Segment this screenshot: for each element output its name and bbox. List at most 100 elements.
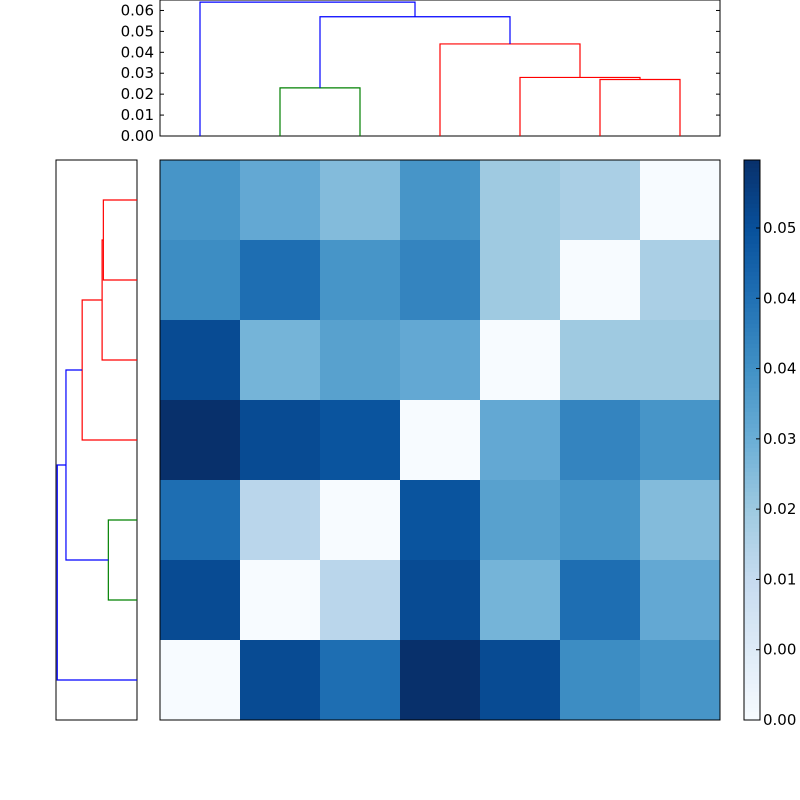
heatmap-cell-r1-c6 (640, 240, 721, 321)
colorbar-segment-48 (744, 352, 760, 357)
colorbar-segment-127 (744, 668, 760, 673)
colorbar-segment-102 (744, 568, 760, 573)
colorbar-segment-124 (744, 656, 760, 661)
colorbar-segment-122 (744, 648, 760, 653)
colorbar-segment-136 (744, 704, 760, 709)
colorbar-segment-44 (744, 336, 760, 341)
colorbar-segment-70 (744, 440, 760, 445)
colorbar-segment-133 (744, 692, 760, 697)
colorbar-segment-36 (744, 304, 760, 309)
colorbar-segment-34 (744, 296, 760, 301)
colorbar-segment-20 (744, 240, 760, 245)
colorbar-segment-121 (744, 644, 760, 649)
colorbar-segment-59 (744, 396, 760, 401)
colorbar-segment-58 (744, 392, 760, 397)
colorbar-segment-22 (744, 248, 760, 253)
colorbar-segment-65 (744, 420, 760, 425)
colorbar-segment-61 (744, 404, 760, 409)
colorbar-segment-114 (744, 616, 760, 621)
heatmap-cell-r1-c0 (160, 240, 241, 321)
colorbar-segment-27 (744, 268, 760, 273)
heatmap-cell-r6-c2 (320, 640, 401, 721)
colorbar-segment-24 (744, 256, 760, 261)
heatmap-cell-r2-c3 (400, 320, 481, 401)
colorbar-segment-41 (744, 324, 760, 329)
colorbar-segment-73 (744, 452, 760, 457)
colorbar-segment-82 (744, 488, 760, 493)
colorbar-segment-64 (744, 416, 760, 421)
colorbar-tick-label-5: 0.04 (763, 360, 796, 378)
colorbar-segment-42 (744, 328, 760, 333)
colorbar-segment-106 (744, 584, 760, 589)
colorbar-segment-15 (744, 220, 760, 225)
colorbar-segment-131 (744, 684, 760, 689)
left-dendrogram-link-3 (81, 299, 137, 441)
top-dendrogram-link-3 (439, 43, 581, 136)
left-dendrogram (55, 159, 138, 721)
top-dendrogram-link-4 (319, 16, 511, 88)
top-ytick-label-5: 0.05 (121, 22, 154, 40)
colorbar-segment-63 (744, 412, 760, 417)
colorbar-segment-17 (744, 228, 760, 233)
colorbar-segment-101 (744, 564, 760, 569)
colorbar-tick-label-2: 0.01 (763, 570, 796, 588)
colorbar-segment-4 (744, 176, 760, 181)
colorbar-segment-50 (744, 360, 760, 365)
heatmap-cell-r3-c6 (640, 400, 721, 481)
heatmap-cell-r0-c6 (640, 160, 721, 241)
colorbar-tick-label-3: 0.02 (763, 500, 796, 518)
colorbar-segment-62 (744, 408, 760, 413)
colorbar-segment-7 (744, 188, 760, 193)
colorbar-segment-32 (744, 288, 760, 293)
heatmap-cell-r2-c2 (320, 320, 401, 401)
colorbar-segment-30 (744, 280, 760, 285)
colorbar-segment-51 (744, 364, 760, 369)
colorbar-segment-123 (744, 652, 760, 657)
heatmap-cell-r6-c4 (480, 640, 561, 721)
colorbar-segment-46 (744, 344, 760, 349)
colorbar-segment-104 (744, 576, 760, 581)
colorbar-segment-85 (744, 500, 760, 505)
colorbar-segment-94 (744, 536, 760, 541)
heatmap-cell-r4-c6 (640, 480, 721, 561)
heatmap-cell-r1-c3 (400, 240, 481, 321)
heatmap-cell-r4-c2 (320, 480, 401, 561)
colorbar-segment-81 (744, 484, 760, 489)
heatmap-cell-r5-c3 (400, 560, 481, 641)
heatmap-cell-r3-c4 (480, 400, 561, 481)
heatmap-cell-r1-c4 (480, 240, 561, 321)
heatmap-cell-r6-c5 (560, 640, 641, 721)
colorbar-segment-67 (744, 428, 760, 433)
colorbar-segment-45 (744, 340, 760, 345)
colorbar-segment-35 (744, 300, 760, 305)
colorbar-segment-53 (744, 372, 760, 377)
colorbar-segment-23 (744, 252, 760, 257)
left-dendrogram-link-5 (56, 464, 137, 681)
left-dendrogram-link-4 (65, 369, 109, 561)
heatmap-cell-r5-c5 (560, 560, 641, 641)
colorbar-tick-label-0: 0.00 (763, 711, 796, 729)
top-ytick-label-6: 0.06 (121, 1, 154, 19)
top-dendrogram-link-5 (199, 1, 416, 136)
colorbar-segment-92 (744, 528, 760, 533)
colorbar-tick-label-1: 0.00 (763, 641, 796, 659)
colorbar-segment-79 (744, 476, 760, 481)
top-dendrogram-link-1 (599, 78, 681, 136)
colorbar-segment-130 (744, 680, 760, 685)
heatmap-cell-r1-c1 (240, 240, 321, 321)
colorbar-segment-18 (744, 232, 760, 237)
heatmap-cell-r2-c5 (560, 320, 641, 401)
heatmap-cell-r3-c1 (240, 400, 321, 481)
top-ytick-label-4: 0.04 (121, 43, 154, 61)
top-ytick-label-1: 0.01 (121, 106, 154, 124)
top-dendrogram-link-2 (519, 76, 641, 136)
colorbar-segment-95 (744, 540, 760, 545)
colorbar-segment-108 (744, 592, 760, 597)
colorbar-segment-75 (744, 460, 760, 465)
heatmap-cell-r4-c5 (560, 480, 641, 561)
colorbar-segment-71 (744, 444, 760, 449)
heatmap (159, 159, 721, 721)
heatmap-cell-r4-c4 (480, 480, 561, 561)
colorbar-segment-39 (744, 316, 760, 321)
